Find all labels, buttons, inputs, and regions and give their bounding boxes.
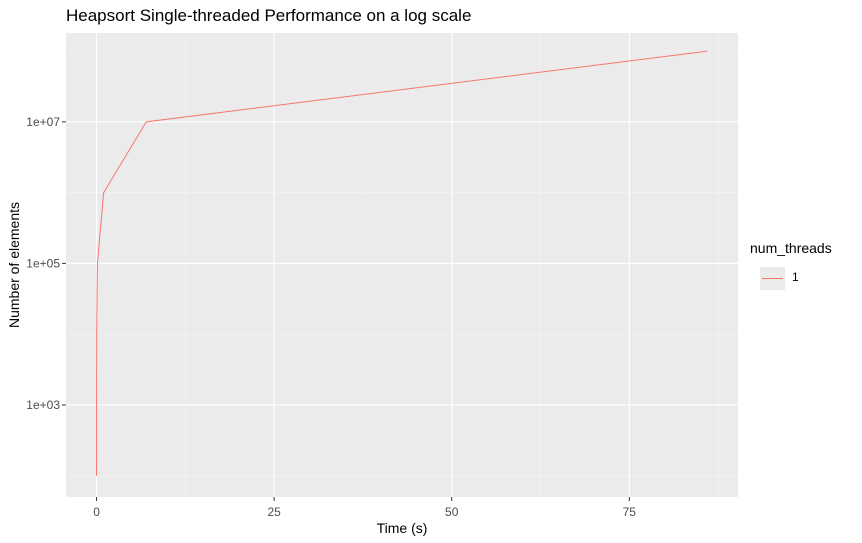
x-tick-label: 50 <box>445 505 459 519</box>
legend-label: 1 <box>792 270 799 284</box>
legend-title: num_threads <box>750 240 832 256</box>
chart-title: Heapsort Single-threaded Performance on … <box>66 6 472 25</box>
legend-key <box>760 267 785 290</box>
legend-key-line <box>762 278 783 279</box>
x-tick-label: 25 <box>267 505 281 519</box>
x-axis-title: Time (s) <box>377 520 428 536</box>
series-line-1 <box>96 50 708 476</box>
plot-panel-background <box>66 33 738 497</box>
legend: num_threads 1 <box>750 240 832 290</box>
major-gridlines <box>66 33 738 497</box>
x-tick-label: 75 <box>623 505 637 519</box>
x-tick-label: 0 <box>93 505 100 519</box>
y-tick-label: 1e+07 <box>26 115 60 129</box>
y-axis-title: Number of elements <box>6 202 22 328</box>
series-layer <box>96 50 708 476</box>
x-axis: 0 25 50 75 <box>93 497 636 519</box>
y-tick-label: 1e+03 <box>26 398 60 412</box>
minor-gridlines <box>66 33 738 497</box>
y-tick-label: 1e+05 <box>26 256 60 270</box>
y-axis: 1e+03 1e+05 1e+07 <box>26 115 66 412</box>
